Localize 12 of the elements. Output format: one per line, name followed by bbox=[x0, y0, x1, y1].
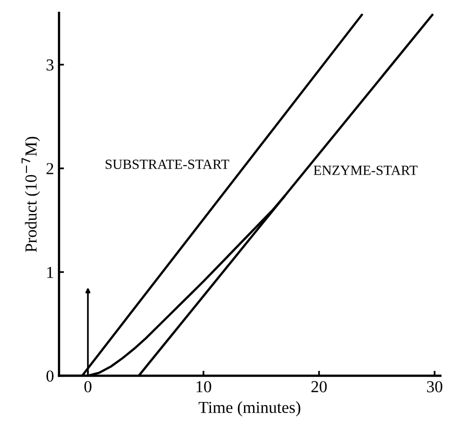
x-tick-label: 10 bbox=[196, 381, 212, 392]
y-tick-label: 1 bbox=[47, 266, 54, 278]
series-label: ENZYME-START bbox=[314, 166, 418, 176]
y-tick-label: 0 bbox=[46, 370, 54, 382]
y-tick-label: 2 bbox=[46, 163, 54, 174]
y-axis-title: Product (10$^{−7}$M) bbox=[22, 136, 40, 252]
x-tick-label: 0 bbox=[84, 381, 92, 392]
x-tick-label: 20 bbox=[311, 381, 327, 392]
series-label: SUBSTRATE-START bbox=[106, 160, 230, 170]
x-axis-title: Time (minutes) bbox=[198, 401, 300, 416]
x-tick-label: 30 bbox=[427, 381, 442, 392]
y-tick-label: 3 bbox=[46, 59, 54, 71]
